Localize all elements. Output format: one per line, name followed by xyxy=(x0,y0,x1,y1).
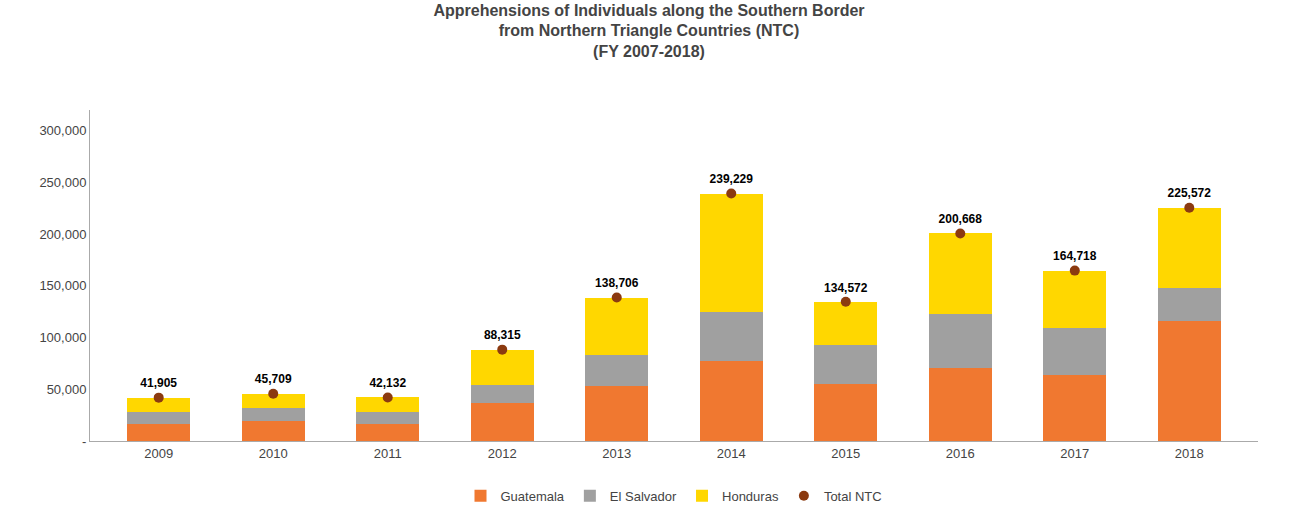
svg-text:100,000: 100,000 xyxy=(39,330,86,345)
svg-text:200,668: 200,668 xyxy=(939,212,983,226)
svg-text:200,000: 200,000 xyxy=(39,227,86,242)
svg-text:250,000: 250,000 xyxy=(39,175,86,190)
svg-text:42,132: 42,132 xyxy=(369,376,406,390)
svg-text:El Salvador: El Salvador xyxy=(610,489,677,504)
svg-text:2012: 2012 xyxy=(488,446,517,461)
svg-text:-: - xyxy=(82,434,86,449)
svg-text:41,905: 41,905 xyxy=(140,376,177,390)
svg-text:45,709: 45,709 xyxy=(255,372,292,386)
svg-text:Guatemala: Guatemala xyxy=(501,489,565,504)
svg-text:239,229: 239,229 xyxy=(710,172,754,186)
svg-text:2015: 2015 xyxy=(831,446,860,461)
svg-text:150,000: 150,000 xyxy=(39,278,86,293)
svg-text:300,000: 300,000 xyxy=(39,123,86,138)
svg-text:225,572: 225,572 xyxy=(1168,186,1212,200)
svg-text:Total NTC: Total NTC xyxy=(824,489,882,504)
svg-text:88,315: 88,315 xyxy=(484,328,521,342)
svg-text:Honduras: Honduras xyxy=(722,489,779,504)
svg-text:2013: 2013 xyxy=(602,446,631,461)
svg-text:134,572: 134,572 xyxy=(824,281,868,295)
svg-text:2014: 2014 xyxy=(717,446,746,461)
svg-text:2017: 2017 xyxy=(1060,446,1089,461)
svg-text:2018: 2018 xyxy=(1175,446,1204,461)
svg-text:2009: 2009 xyxy=(144,446,173,461)
svg-text:2010: 2010 xyxy=(259,446,288,461)
svg-text:2016: 2016 xyxy=(946,446,975,461)
svg-text:Apprehensions of Individuals a: Apprehensions of Individuals along the S… xyxy=(433,2,864,61)
svg-text:2011: 2011 xyxy=(374,446,402,461)
svg-text:50,000: 50,000 xyxy=(47,382,87,397)
svg-text:138,706: 138,706 xyxy=(595,276,639,290)
svg-text:164,718: 164,718 xyxy=(1053,249,1097,263)
